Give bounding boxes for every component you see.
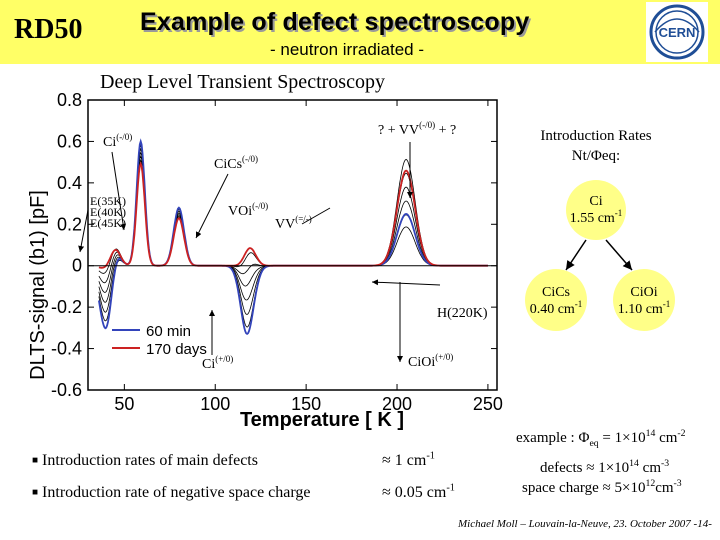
e45-label: E(45K) (90, 216, 126, 230)
series-170days (98, 161, 488, 269)
y-tick-label: 0 (72, 256, 82, 276)
ci-bubble (566, 180, 626, 240)
section-title: Deep Level Transient Spectroscopy (100, 71, 385, 93)
bullet-value: ≈ 1 cm-1 (382, 450, 435, 469)
x-tick-label: 50 (114, 394, 134, 414)
y-tick-label: 0.2 (57, 214, 82, 234)
intro-rates-title: Introduction Rates (540, 128, 651, 144)
cioi-bubble-value: 1.10 cm-1 (618, 299, 671, 317)
example-space-charge: space charge ≈ 5×1012cm-3 (522, 478, 682, 496)
e35-label: E(35K) (90, 194, 126, 208)
cics-bubble-name: CiCs (542, 285, 570, 300)
y-tick-label: -0.6 (51, 380, 82, 400)
series-60min (98, 138, 488, 335)
dlts-chart: -0.6-0.4-0.200.20.40.60.850 100 150 200 250 … (27, 90, 675, 431)
slide-title: Example of defect spectroscopy (140, 8, 530, 36)
ci-bubble-value: 1.55 cm-1 (570, 208, 623, 226)
ci-plus-label: Ci(+/0) (202, 354, 233, 372)
example-defects: defects ≈ 1×1014 cm-3 (540, 458, 670, 476)
cioi-label: CiOi(+/0) (408, 352, 453, 370)
intermediate-curve (98, 162, 488, 328)
intermediate-curve (98, 143, 488, 274)
e40-label: E(40K) (90, 205, 126, 219)
y-tick-label: 0.8 (57, 90, 82, 110)
voi-label: VOi(-/0) (228, 201, 268, 219)
chart-annotations: Ci(-/0) CiCs(-/0) ? + VV(-/0) + ? E(35K)… (78, 120, 488, 372)
legend-label-170days: 170 days (146, 341, 207, 358)
ci-bubble-name: Ci (589, 194, 602, 209)
intermediate-curve (98, 158, 488, 315)
chart-legend: 60 min 170 days (112, 323, 207, 358)
x-axis-label: Temperature [ K ] (240, 409, 404, 431)
vv-top-label: ? + VV(-/0) + ? (378, 120, 456, 138)
plot-frame (87, 99, 498, 391)
h220-label: H(220K) (437, 306, 488, 321)
vv2-label: VV(=/-) (275, 214, 312, 232)
cern-logo-icon: CERN (646, 2, 708, 62)
ci-label: Ci(-/0) (103, 132, 132, 150)
x-tick-label: 250 (473, 394, 503, 414)
x-tick-label: 150 (291, 394, 321, 414)
cics-bubble-value: 0.40 cm-1 (530, 299, 583, 317)
header-bar: RD50 Example of defect spectroscopy - ne… (0, 0, 720, 64)
cioi-bubble-name: CiOi (630, 285, 657, 300)
slide-subtitle: - neutron irradiated - (270, 40, 425, 59)
example-fluence: example : Φeq = 1×1014 cm-2 (516, 428, 686, 449)
footer: Michael Moll – Louvain-la-Neuve, 23. Oct… (458, 518, 712, 530)
cern-logo-text: CERN (659, 25, 696, 40)
y-tick-label: 0.6 (57, 131, 82, 151)
bullet-value: ≈ 0.05 cm-1 (382, 482, 455, 501)
chart-axes: -0.6 -0.4 -0.2 0 0.2 0.4 0.6 0.8 50 100 150 200 250 (51, 90, 503, 414)
cics-bubble (525, 269, 587, 331)
bullet-item: ■ Introduction rate of negative space cha… (32, 484, 311, 501)
bullet-item: ■ Introduction rates of main defects (32, 452, 258, 469)
y-tick-label: 0.4 (57, 173, 82, 193)
x-tick-label: 100 (200, 394, 230, 414)
legend-label-60min: 60 min (146, 323, 191, 340)
y-tick-label: -0.4 (51, 339, 82, 359)
x-tick-label: 200 (382, 394, 412, 414)
rd50-logo-text: RD50 (14, 14, 83, 45)
plot-area (98, 138, 488, 335)
y-axis-label: DLTS-signal (b1) [pF] (27, 190, 49, 380)
cics-label: CiCs(-/0) (214, 154, 258, 172)
intro-rates-subtitle: Nt/Φeq: (572, 148, 620, 164)
cioi-bubble (613, 269, 675, 331)
intro-rate-diagram: Introduction Rates Nt/Φeq: Ci 1.55 cm-1 … (525, 128, 675, 331)
y-tick-label: -0.2 (51, 297, 82, 317)
